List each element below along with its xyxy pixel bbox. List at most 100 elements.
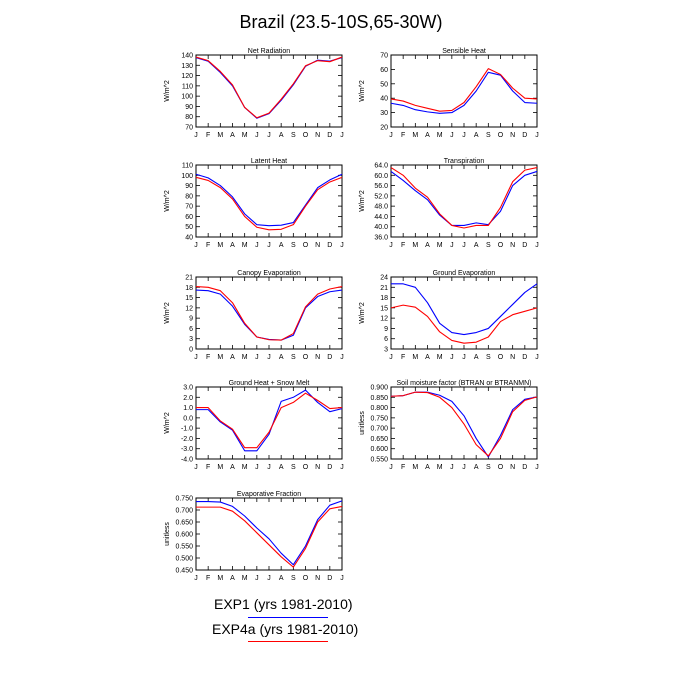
x-tick-label: F [206, 242, 210, 249]
y-axis-label: unitless [164, 522, 171, 546]
x-tick-label: M [242, 575, 248, 582]
x-tick-label: M [437, 132, 443, 139]
y-tick-label: 0.850 [370, 395, 388, 402]
x-tick-label: F [401, 354, 405, 361]
y-tick-label: 9 [189, 316, 193, 323]
y-tick-label: 90 [185, 104, 193, 111]
y-tick-label: 3 [189, 336, 193, 343]
x-tick-label: O [498, 354, 504, 361]
y-tick-label: 0.650 [175, 520, 193, 527]
x-tick-label: D [327, 354, 332, 361]
series-line-exp4a [196, 392, 343, 449]
y-axis-label: W/m^2 [164, 190, 171, 212]
y-tick-label: -4.0 [181, 457, 193, 464]
y-tick-label: -1.0 [181, 426, 193, 433]
x-tick-label: J [462, 132, 466, 139]
legend-label-exp4a: EXP4a (yrs 1981-2010) [212, 621, 359, 637]
panel-title: Soil moisture factor (BTRAN or BTRANMN) [397, 380, 532, 387]
y-tick-label: 6 [384, 336, 388, 343]
chart-panel: Ground Heat + Snow Melt -4.0 -3.0 -2.0 -1.0 0… [164, 380, 344, 471]
x-tick-label: J [535, 354, 539, 361]
y-tick-label: 6 [189, 326, 193, 333]
x-tick-label: D [327, 464, 332, 471]
y-tick-label: 70 [185, 204, 193, 211]
x-tick-label: N [315, 354, 320, 361]
y-tick-label: 12 [185, 305, 193, 312]
y-tick-label: -3.0 [181, 446, 193, 453]
x-tick-label: A [230, 242, 235, 249]
x-tick-label: A [230, 575, 235, 582]
x-tick-label: M [217, 464, 223, 471]
series-line-exp1 [391, 283, 538, 336]
x-tick-label: J [340, 354, 344, 361]
plot-frame [390, 386, 538, 460]
y-tick-label: 0 [189, 347, 193, 354]
x-tick-label: O [498, 132, 504, 139]
y-tick-label: 120 [181, 73, 193, 80]
y-tick-label: 18 [380, 295, 388, 302]
x-tick-label: A [474, 132, 479, 139]
legend-line-exp4a [248, 641, 328, 642]
y-tick-label: 80 [185, 193, 193, 200]
chart-panel: Evaporative Fraction 0.450 0.500 0.550 0.600… [164, 491, 344, 582]
x-tick-label: F [401, 242, 405, 249]
x-tick-label: O [303, 242, 309, 249]
x-tick-label: A [230, 132, 235, 139]
x-tick-label: A [279, 464, 284, 471]
x-tick-label: D [327, 575, 332, 582]
y-tick-label: 15 [380, 305, 388, 312]
x-tick-label: M [242, 354, 248, 361]
x-tick-label: J [462, 464, 466, 471]
x-tick-label: J [450, 354, 454, 361]
x-tick-label: J [255, 464, 259, 471]
series-line-exp1 [195, 289, 343, 341]
y-tick-label: 18 [185, 285, 193, 292]
x-tick-label: N [510, 242, 515, 249]
x-tick-label: J [535, 132, 539, 139]
y-tick-label: 60 [380, 67, 388, 74]
x-tick-label: J [194, 242, 198, 249]
x-tick-label: A [230, 354, 235, 361]
y-tick-label: 0.700 [370, 426, 388, 433]
y-axis-label: W/m^2 [164, 412, 171, 434]
x-tick-label: O [303, 132, 309, 139]
y-tick-label: 0.750 [370, 415, 388, 422]
x-tick-label: D [522, 354, 527, 361]
plot-frame [390, 54, 538, 128]
x-tick-label: J [450, 132, 454, 139]
y-tick-label: 0.650 [370, 436, 388, 443]
y-tick-label: 21 [380, 285, 388, 292]
x-tick-label: A [230, 464, 235, 471]
series-line-exp4a [390, 304, 538, 344]
x-tick-label: J [255, 242, 259, 249]
series-line-exp4a [195, 56, 343, 119]
x-tick-label: J [340, 464, 344, 471]
plot-frame [390, 276, 538, 350]
x-tick-label: M [412, 464, 418, 471]
x-tick-label: A [425, 464, 430, 471]
x-tick-label: F [206, 132, 210, 139]
y-tick-label: 110 [182, 83, 193, 90]
x-tick-label: J [255, 575, 259, 582]
x-tick-label: A [474, 242, 479, 249]
x-tick-label: J [389, 242, 393, 249]
x-tick-label: O [498, 464, 504, 471]
y-tick-label: 52.0 [374, 193, 388, 200]
x-tick-label: J [340, 132, 344, 139]
series-line-exp1 [196, 500, 343, 566]
y-tick-label: 1.0 [183, 405, 193, 412]
y-tick-label: 3.0 [183, 385, 193, 392]
y-tick-label: 40 [185, 235, 193, 242]
y-tick-label: 0.750 [175, 496, 193, 503]
x-tick-label: J [267, 575, 271, 582]
x-tick-label: M [217, 354, 223, 361]
plot-frame [195, 54, 343, 128]
x-tick-label: M [217, 132, 223, 139]
panel-title: Ground Heat + Snow Melt [229, 380, 310, 387]
x-tick-label: D [327, 242, 332, 249]
x-tick-label: A [425, 242, 430, 249]
